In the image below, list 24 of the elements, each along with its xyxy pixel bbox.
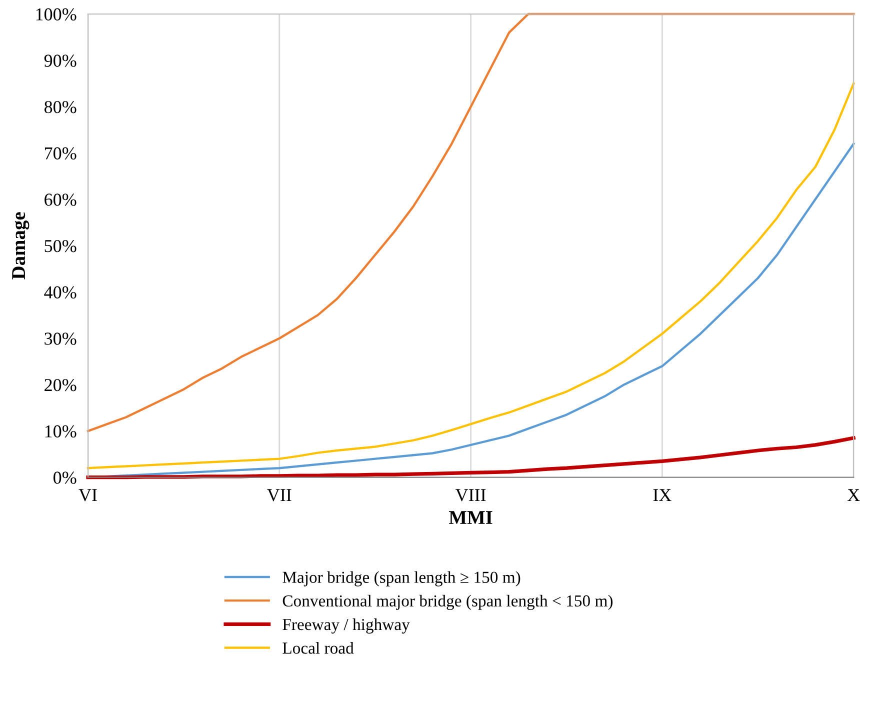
y-tick-label: 60% xyxy=(44,194,76,206)
line-series xyxy=(86,436,856,480)
x-tick-label: VIII xyxy=(455,489,486,502)
y-tick-label: 100% xyxy=(36,8,76,21)
x-axis-title: MMI xyxy=(448,511,492,524)
y-tick-label: 0% xyxy=(54,472,76,484)
y-tick-label: 50% xyxy=(44,240,76,252)
y-tick-label: 10% xyxy=(45,425,76,438)
y-tick-label: 70% xyxy=(44,147,76,160)
y-tick-label: 90% xyxy=(44,54,76,67)
x-tick-label: VI xyxy=(78,489,97,502)
legend-label: Local road xyxy=(282,642,354,654)
legend-label: Major bridge (span length ≥ 150 m) xyxy=(282,571,520,586)
y-axis-title: Damage xyxy=(12,212,30,280)
x-tick-label: X xyxy=(847,489,860,501)
line-series xyxy=(86,82,855,470)
legend-label: Freeway / highway xyxy=(282,618,410,634)
y-tick-label: 20% xyxy=(44,378,76,392)
legend-label: Conventional major bridge (span length < 150 m) xyxy=(282,594,613,610)
x-tick-label: IX xyxy=(653,489,672,501)
y-tick-label: 30% xyxy=(44,332,76,345)
y-tick-label: 80% xyxy=(44,100,76,114)
x-tick-label: VII xyxy=(267,489,292,502)
y-tick-label: 40% xyxy=(44,286,76,299)
